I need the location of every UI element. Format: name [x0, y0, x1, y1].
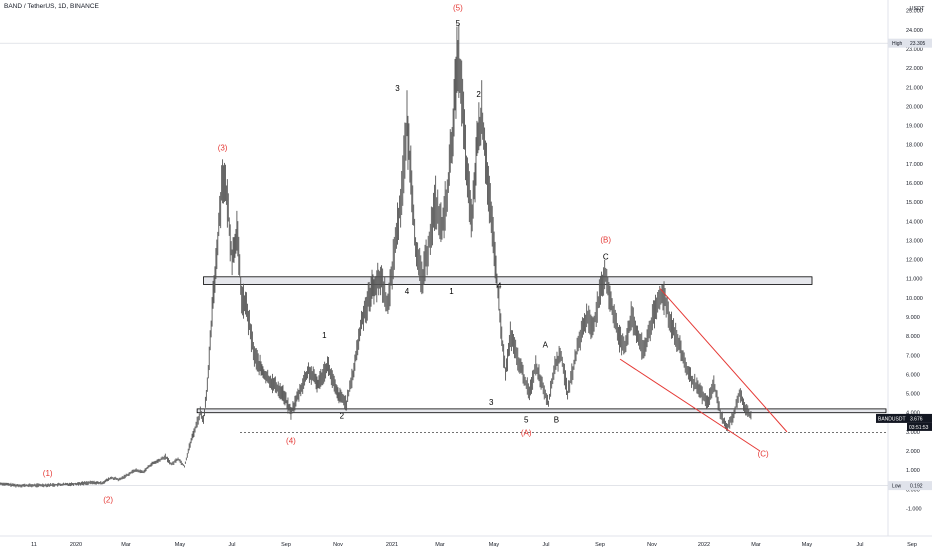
x-tick-label: Sep: [595, 542, 605, 548]
y-tick-label: 13.000: [906, 238, 923, 244]
x-tick-label: 2022: [698, 542, 710, 548]
wave-label: (A): [521, 429, 532, 438]
x-tick-label: Mar: [435, 542, 445, 548]
wave-label: A: [543, 341, 549, 350]
y-axis-unit-label: USDT: [910, 6, 926, 12]
y-tick-label: 7.000: [906, 353, 920, 359]
y-tick-label: 22.000: [906, 66, 923, 72]
horizontal-zone: [196, 408, 887, 414]
wave-label: 5: [524, 415, 529, 424]
y-tick-label: 14.000: [906, 219, 923, 225]
x-tick-label: Sep: [907, 542, 917, 548]
wave-label: (C): [758, 450, 769, 459]
wave-label: 1: [322, 331, 327, 340]
wave-label: (4): [286, 436, 296, 445]
x-tick-label: May: [802, 542, 813, 548]
extreme-tag-label: Low: [892, 484, 902, 490]
y-tick-label: 18.000: [906, 143, 923, 149]
extreme-tag-value: 0.192: [910, 484, 923, 490]
x-tick-label: 11: [31, 542, 37, 548]
wave-label: (1): [43, 469, 53, 478]
y-tick-label: 23.000: [906, 47, 923, 53]
x-tick-label: Mar: [121, 542, 131, 548]
y-tick-label: 24.000: [906, 28, 923, 34]
extreme-value-bg: [908, 481, 932, 491]
y-tick-label: -1.000: [906, 506, 922, 512]
wave-label: 4: [497, 281, 502, 290]
x-tick-label: Nov: [647, 542, 657, 548]
x-tick-label: Jul: [856, 542, 863, 548]
x-tick-label: May: [175, 542, 186, 548]
y-tick-label: 15.000: [906, 200, 923, 206]
wave-label: (5): [453, 4, 463, 13]
x-tick-label: May: [489, 542, 500, 548]
y-tick-label: 6.000: [906, 372, 920, 378]
y-tick-label: 19.000: [906, 124, 923, 130]
wave-label: B: [554, 415, 559, 424]
last-price-tag-bg: [907, 413, 932, 423]
y-tick-label: 5.000: [906, 392, 920, 398]
y-tick-label: 10.000: [906, 296, 923, 302]
y-tick-label: 12.000: [906, 258, 923, 264]
wave-label: 1: [449, 287, 454, 296]
wave-label: 3: [395, 84, 400, 93]
wave-label: 5: [456, 19, 461, 28]
symbol-title: BAND / TetherUS, 1D, BINANCE: [4, 3, 99, 10]
extreme-tag-bg: [888, 481, 908, 491]
extreme-tag-value: 23.305: [910, 41, 926, 47]
y-tick-label: 0.000: [906, 487, 920, 493]
wave-label: 4: [405, 287, 410, 296]
x-tick-label: 2021: [386, 542, 398, 548]
wave-label: 2: [340, 411, 345, 420]
trendline: [659, 287, 788, 433]
y-tick-label: 20.000: [906, 104, 923, 110]
horizontal-zone: [203, 276, 813, 285]
x-tick-label: Sep: [281, 542, 291, 548]
y-tick-label: 17.000: [906, 162, 923, 168]
countdown-value: 03:51:53: [909, 425, 929, 431]
extreme-value-bg: [908, 38, 932, 48]
wave-label: (3): [218, 143, 228, 152]
countdown-tag-bg: [907, 422, 932, 431]
y-tick-label: 11.000: [906, 277, 922, 283]
x-tick-label: Jul: [542, 542, 549, 548]
y-tick-label: 21.000: [906, 85, 923, 91]
y-tick-label: 2.000: [906, 449, 920, 455]
symbol-tag-bg: [876, 413, 907, 423]
y-tick-label: 1.000: [906, 468, 920, 474]
y-tick-label: 16.000: [906, 181, 923, 187]
x-tick-label: Nov: [333, 542, 343, 548]
y-tick-label: 9.000: [906, 315, 920, 321]
wave-label: C: [603, 253, 609, 262]
x-tick-label: Jul: [228, 542, 235, 548]
y-tick-label: 8.000: [906, 334, 920, 340]
y-tick-label: 4.000: [906, 411, 920, 417]
y-tick-label: 25.000: [906, 9, 923, 15]
trendline: [619, 358, 761, 452]
extreme-tag-label: High: [892, 41, 903, 47]
y-tick-label: 3.000: [906, 430, 920, 436]
symbol-tag-label: BANDUSDT: [878, 416, 906, 422]
wave-label: 2: [476, 90, 481, 99]
last-price-value: 3.676: [910, 416, 923, 422]
wave-label: (B): [600, 235, 611, 244]
wave-label: (2): [103, 496, 113, 505]
extreme-tag-bg: [888, 38, 908, 48]
wave-label: 3: [489, 398, 494, 407]
x-tick-label: 2020: [70, 542, 82, 548]
x-tick-label: Mar: [751, 542, 761, 548]
